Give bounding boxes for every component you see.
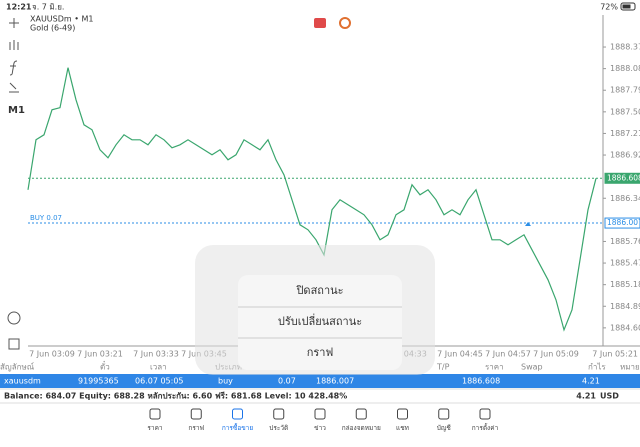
- menu-modify[interactable]: ปรับเปลี่ยนสถานะ: [278, 313, 362, 328]
- y-tick-label: 1886.920: [610, 151, 640, 160]
- x-tick-label: 7 Jun 05:21: [592, 350, 638, 359]
- table-header: เวลา: [150, 363, 167, 372]
- tab-icon[interactable]: [397, 408, 408, 420]
- price-tag-label: 1886.007: [607, 218, 640, 227]
- status-date: จ. 7 มิ.ย.: [32, 3, 64, 12]
- table-header: กำไร: [588, 363, 606, 372]
- table-header: หมายเหตุ: [620, 363, 640, 372]
- status-battery: 72%: [600, 3, 618, 12]
- table-cell: 1886.007: [316, 377, 354, 386]
- table-cell: 0.07: [278, 377, 296, 386]
- price-line-series: [27, 67, 597, 332]
- y-tick-label: 1888.370: [610, 43, 640, 52]
- x-tick-label: 7 Jun 04:57: [485, 350, 531, 359]
- zoom-tool[interactable]: [7, 311, 21, 325]
- table-cell: 4.21: [582, 377, 600, 386]
- position-row-bg[interactable]: [0, 374, 640, 388]
- add-tool[interactable]: [8, 338, 20, 350]
- tab-icon[interactable]: [479, 408, 491, 420]
- tab-icon[interactable]: [314, 408, 326, 420]
- tab-icon[interactable]: [438, 408, 450, 420]
- y-tick-label: 1885.760: [610, 237, 640, 246]
- left-toolbar: [7, 18, 21, 350]
- table-cell: xauusdm: [4, 377, 41, 386]
- tab-label[interactable]: แชท: [396, 424, 409, 432]
- table-cell: 06.07 05:05: [135, 377, 184, 386]
- y-tick-label: 1884.890: [610, 302, 640, 311]
- y-tick-label: 1887.210: [610, 129, 640, 138]
- buy-arrow: [525, 222, 531, 226]
- chart-type-tool[interactable]: [9, 40, 19, 50]
- timeframe[interactable]: M1: [8, 105, 25, 116]
- battery-level: [622, 4, 631, 9]
- chart-subtitle: Gold (6-49): [30, 24, 75, 33]
- price-tag: [604, 217, 640, 229]
- price-tag-label: 1886.608: [607, 173, 640, 182]
- menu-close[interactable]: ปิดสถานะ: [295, 284, 343, 297]
- x-tick-label: 7 Jun 03:21: [77, 350, 123, 359]
- table-cell: 1886.608: [462, 377, 500, 386]
- battery-icon: [620, 2, 636, 11]
- x-tick-label: 7 Jun 05:09: [533, 350, 579, 359]
- tab-icon[interactable]: [190, 408, 202, 420]
- summary-currency: USD: [600, 392, 619, 401]
- table-header: ราคา: [485, 363, 504, 372]
- price-line-label: BUY 0.07: [30, 214, 62, 222]
- y-tick-label: 1887.790: [610, 86, 640, 95]
- crosshair-tool[interactable]: [9, 18, 19, 28]
- table-header: T/P: [436, 363, 450, 372]
- y-tick-label: 1885.180: [610, 280, 640, 289]
- menu-chart[interactable]: กราฟ: [307, 346, 334, 359]
- y-tick-label: 1887.500: [610, 107, 640, 116]
- tab-label[interactable]: ข่าว: [314, 424, 326, 432]
- y-tick-label: 1886.340: [610, 194, 640, 203]
- x-tick-label: 7 Jun 04:45: [437, 350, 483, 359]
- tab-bar: ราคา กราฟ การซื้อขาย ประวัติ ข่าว กล่องจดหมาย…: [147, 408, 499, 432]
- y-tick-label: 1885.470: [610, 259, 640, 268]
- tab-icon[interactable]: [273, 408, 285, 420]
- table-cell: buy: [218, 377, 233, 386]
- balance-summary: Balance: 684.07 Equity: 688.28 หลักประกั…: [4, 391, 347, 401]
- tab-label[interactable]: กราฟ: [188, 424, 204, 432]
- one-click-icon[interactable]: [314, 18, 326, 28]
- popup-menu: [238, 275, 402, 370]
- summary-profit: 4.21: [576, 392, 596, 401]
- trade-icon[interactable]: [339, 17, 351, 29]
- y-tick-label: 1888.080: [610, 64, 640, 73]
- table-cell: 91995365: [78, 377, 119, 386]
- status-time: 12:21: [6, 3, 32, 12]
- table-header: ตั๋ว: [100, 360, 110, 371]
- chart-title: XAUUSDm • M1: [30, 15, 94, 24]
- tab-label[interactable]: ประวัติ: [269, 424, 288, 432]
- tab-icon[interactable]: [355, 408, 367, 420]
- tab-icon[interactable]: [149, 408, 161, 420]
- tab-label[interactable]: บัญชี: [437, 424, 452, 432]
- tab-label[interactable]: การตั้งค่า: [472, 423, 499, 432]
- price-tag: [604, 172, 640, 184]
- y-tick-label: 1884.600: [610, 323, 640, 332]
- table-header: Swap: [521, 363, 543, 372]
- x-tick-label: 7 Jun 03:09: [29, 350, 75, 359]
- indicator-tool[interactable]: [9, 60, 18, 76]
- table-header: สัญลักษณ์: [0, 362, 35, 372]
- tab-label[interactable]: การซื้อขาย: [222, 423, 253, 432]
- x-tick-label: 7 Jun 03:33: [133, 350, 179, 359]
- tab-label[interactable]: กล่องจดหมาย: [342, 424, 381, 432]
- tab-icon[interactable]: [232, 408, 243, 420]
- objects-tool[interactable]: [9, 82, 19, 93]
- tab-label[interactable]: ราคา: [147, 424, 162, 432]
